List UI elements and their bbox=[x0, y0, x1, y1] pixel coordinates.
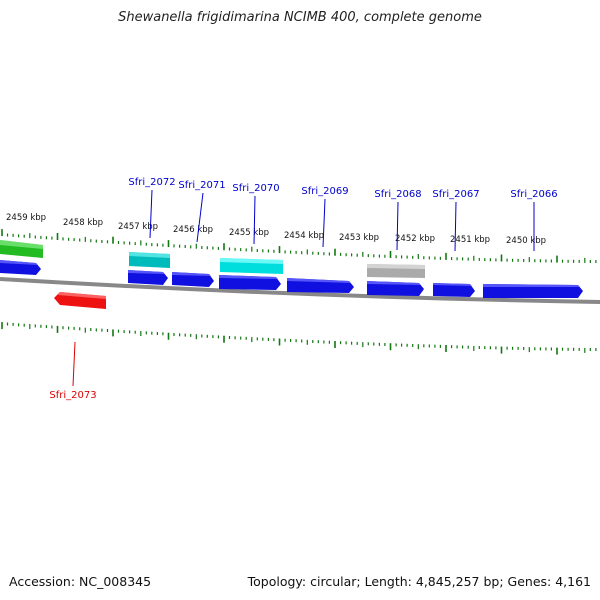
kbp-label: 2456 kbp bbox=[173, 225, 213, 235]
label-leaders bbox=[72, 189, 535, 387]
gene-label-sfri-2068[interactable]: Sfri_2068 bbox=[374, 189, 421, 200]
gene-label-sfri-2071[interactable]: Sfri_2071 bbox=[178, 180, 225, 191]
tick-track-upper bbox=[1, 229, 597, 263]
gene-arrow-sfri-2071[interactable] bbox=[172, 272, 214, 287]
gene-arrow-sfri-2069[interactable] bbox=[287, 278, 354, 293]
gene-label-sfri-2069[interactable]: Sfri_2069 bbox=[301, 186, 348, 197]
kbp-label: 2451 kbp bbox=[450, 235, 490, 245]
kbp-label: 2459 kbp bbox=[6, 213, 46, 223]
kbp-label: 2454 kbp bbox=[284, 231, 324, 241]
gene-arrow-sfri-2070[interactable] bbox=[219, 275, 281, 290]
tick-track-lower bbox=[1, 322, 597, 355]
kbp-label: 2453 kbp bbox=[339, 233, 379, 243]
cds-track-forward bbox=[0, 260, 583, 298]
cyan-feature-sfri-2070[interactable] bbox=[220, 258, 283, 274]
kbp-label: 2455 kbp bbox=[229, 228, 269, 238]
gene-arrow-sfri-2066[interactable] bbox=[483, 284, 583, 298]
genome-backbone bbox=[0, 277, 600, 304]
feature-track-outer bbox=[0, 240, 425, 278]
kbp-labels: 2459 kbp 2458 kbp 2457 kbp 2456 kbp 2455… bbox=[6, 213, 546, 246]
genome-summary-text: Topology: circular; Length: 4,845,257 bp… bbox=[247, 574, 591, 589]
gene-arrow-sfri-2068[interactable] bbox=[367, 281, 424, 296]
green-feature[interactable] bbox=[0, 240, 43, 258]
gene-label-sfri-2070[interactable]: Sfri_2070 bbox=[232, 183, 279, 194]
gene-arrow-sfri-2072[interactable] bbox=[128, 270, 168, 285]
gene-arrow-sfri-2067[interactable] bbox=[433, 283, 475, 297]
kbp-label: 2452 kbp bbox=[395, 234, 435, 244]
gene-label-sfri-2067[interactable]: Sfri_2067 bbox=[432, 189, 479, 200]
cds-track-reverse bbox=[54, 292, 106, 309]
gene-arrow-sfri-2073[interactable] bbox=[54, 292, 106, 309]
accession-text: Accession: NC_008345 bbox=[9, 574, 152, 589]
kbp-label: 2457 kbp bbox=[118, 222, 158, 232]
gene-label-sfri-2072[interactable]: Sfri_2072 bbox=[128, 177, 175, 188]
gene-labels: Sfri_2073 Sfri_2072 Sfri_2071 Sfri_2070 … bbox=[49, 177, 557, 401]
gene-arrow[interactable] bbox=[0, 260, 41, 275]
gene-label-sfri-2073[interactable]: Sfri_2073 bbox=[49, 390, 96, 401]
gene-label-sfri-2066[interactable]: Sfri_2066 bbox=[510, 189, 557, 200]
kbp-label: 2458 kbp bbox=[63, 218, 103, 228]
cyan-feature-sfri-2072[interactable] bbox=[129, 252, 170, 268]
gray-feature-sfri-2068[interactable] bbox=[367, 264, 425, 278]
map-title: Shewanella frigidimarina NCIMB 400, comp… bbox=[118, 10, 482, 25]
kbp-label: 2450 kbp bbox=[506, 236, 546, 246]
